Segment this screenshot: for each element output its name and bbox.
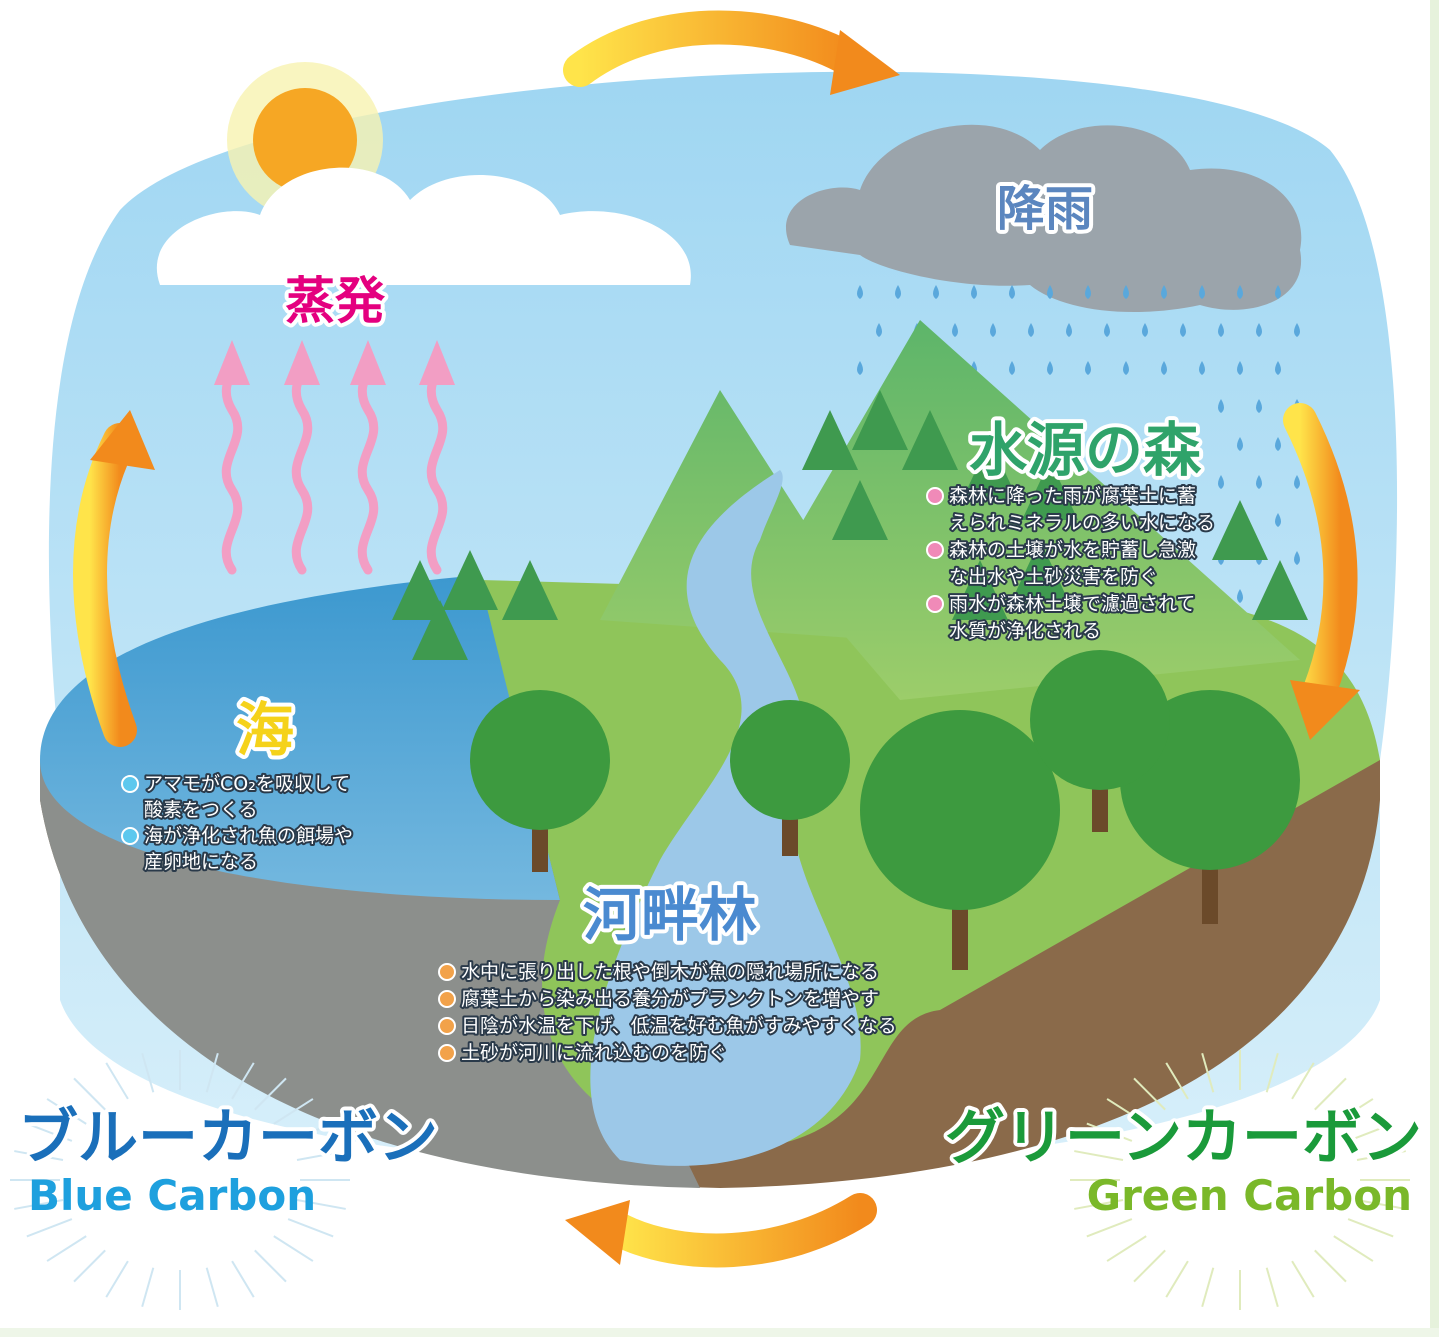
burst-ray	[27, 1219, 72, 1236]
burst-ray	[1134, 1250, 1165, 1281]
bullet-text: 森林に降った雨が腐葉土に蓄	[949, 485, 1196, 507]
bullet-dot	[927, 596, 943, 612]
bullet-text: 酸素をつくる	[144, 799, 258, 821]
bullet-text: 森林の土壌が水を貯蓄し急激	[949, 539, 1196, 561]
carbon-en: Blue Carbon	[28, 1171, 316, 1220]
carbon-ja: ブルーカーボン	[18, 1103, 438, 1173]
burst-ray	[255, 1250, 286, 1281]
burst-ray	[1292, 1261, 1314, 1297]
carbon-ja: グリーンカーボン	[945, 1103, 1422, 1173]
burst-ray	[142, 1268, 153, 1307]
section-title: 水源の森	[969, 416, 1202, 484]
burst-ray	[47, 1236, 86, 1261]
bullet-dot	[439, 991, 455, 1007]
carbon-en: Green Carbon	[1087, 1171, 1412, 1220]
bullet-text: えられミネラルの多い水になる	[949, 512, 1215, 534]
burst-ray	[1166, 1261, 1188, 1297]
rainfall-label: 降雨	[997, 181, 1093, 237]
burst-ray	[1202, 1268, 1213, 1307]
bullet-text: 産卵地になる	[144, 851, 258, 873]
burst-ray	[1107, 1236, 1146, 1261]
burst-ray	[1348, 1219, 1393, 1236]
bullet-text: 水質が浄化される	[949, 620, 1101, 642]
burst-ray	[274, 1236, 313, 1261]
bullet-text: 土砂が河川に流れ込むのを防ぐ	[461, 1042, 727, 1064]
bullet-text: な出水や土砂災害を防ぐ	[949, 566, 1158, 588]
section-title: 河畔林	[583, 881, 757, 949]
canopy	[1030, 650, 1170, 790]
burst-ray	[1267, 1268, 1278, 1307]
bullet-text: 腐葉土から染み出る養分がプランクトンを増やす	[461, 988, 879, 1010]
bullet-dot	[122, 828, 138, 844]
burst-ray	[207, 1268, 218, 1307]
bullet-text: 水中に張り出した根や倒木が魚の隠れ場所になる	[461, 961, 879, 983]
bullet-dot	[122, 776, 138, 792]
burst-ray	[1315, 1250, 1346, 1281]
diagram: 蒸発 降雨 水源の森 海 河畔林 森林に降った雨が腐葉土に蓄えられミネラルの多い…	[0, 0, 1439, 1337]
burst-ray	[1087, 1219, 1132, 1236]
bullet-text: 海が浄化され魚の餌場や	[144, 825, 353, 847]
evaporation-label: 蒸発	[285, 272, 386, 330]
bullet-dot	[439, 1018, 455, 1034]
burst-ray	[1334, 1236, 1373, 1261]
burst-ray	[288, 1219, 333, 1236]
burst-ray	[74, 1250, 105, 1281]
bullet-dot	[927, 488, 943, 504]
burst-ray	[232, 1261, 254, 1297]
bullet-text: アマモがCO₂を吸収して	[144, 773, 350, 795]
burst-ray	[106, 1261, 128, 1297]
canopy	[730, 700, 850, 820]
canopy	[470, 690, 610, 830]
bullet-dot	[439, 964, 455, 980]
bullet-dot	[927, 542, 943, 558]
bullet-text: 日陰が水温を下げ、低温を好む魚がすみやすくなる	[461, 1015, 897, 1037]
canopy	[860, 710, 1060, 910]
bullet-dot	[439, 1045, 455, 1061]
section-title: 海	[236, 696, 294, 764]
bullet-text: 雨水が森林土壌で濾過されて	[949, 593, 1195, 615]
